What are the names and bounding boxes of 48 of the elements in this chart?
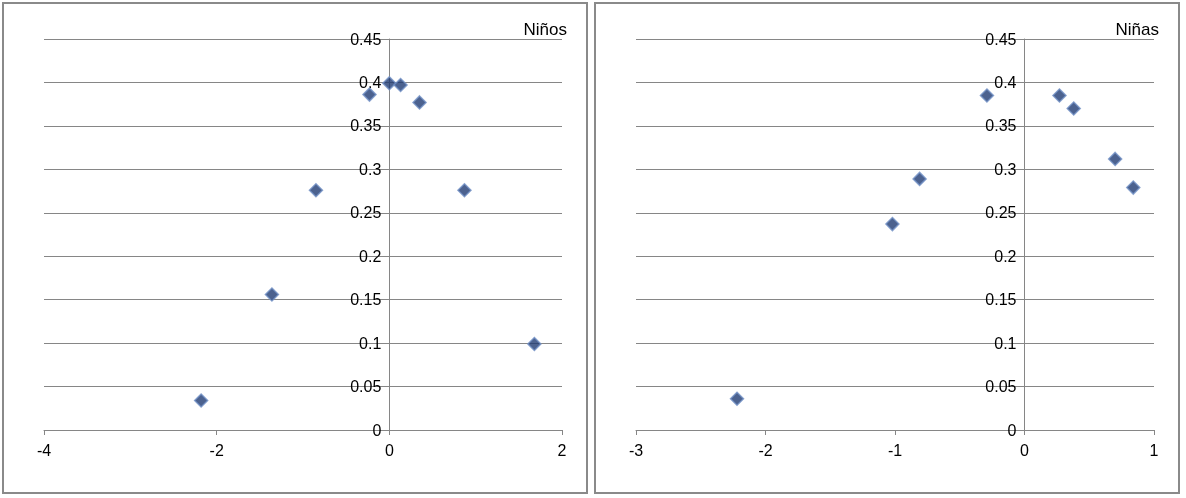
y-tick-label: 0.25 bbox=[985, 204, 1017, 222]
y-tick-label: 0.25 bbox=[350, 204, 382, 222]
x-tick-label: 0 bbox=[384, 441, 394, 459]
y-tick-label: 0.15 bbox=[350, 291, 382, 309]
point bbox=[382, 76, 397, 91]
x-tick-label: 2 bbox=[557, 441, 567, 459]
y-tick-label: 0 bbox=[1007, 421, 1017, 439]
point bbox=[1052, 88, 1067, 103]
y-tick-label: 0.2 bbox=[359, 247, 382, 265]
y-tick-label: 0.1 bbox=[994, 334, 1017, 352]
point bbox=[412, 95, 427, 110]
y-tick-label: 0.3 bbox=[994, 160, 1017, 178]
point bbox=[393, 77, 408, 93]
y-tick-label: 0.15 bbox=[985, 291, 1017, 309]
x-tick-label: -4 bbox=[36, 441, 52, 459]
y-tick-label: 0.45 bbox=[350, 30, 382, 48]
point bbox=[527, 336, 542, 352]
point bbox=[1066, 101, 1081, 116]
y-tick-label: 0.05 bbox=[985, 378, 1017, 396]
point bbox=[912, 171, 927, 187]
point bbox=[362, 87, 377, 102]
y-tick-label: 0.4 bbox=[994, 73, 1017, 91]
point bbox=[885, 216, 900, 232]
x-tick-label: 0 bbox=[1020, 441, 1030, 459]
point bbox=[264, 287, 280, 302]
point bbox=[308, 182, 324, 198]
point bbox=[979, 88, 995, 103]
y-tick-label: 0.45 bbox=[985, 30, 1017, 48]
chart-title: Niñas bbox=[1115, 20, 1160, 39]
point bbox=[1107, 151, 1123, 167]
point bbox=[729, 391, 745, 406]
x-tick-label: -2 bbox=[758, 441, 773, 459]
point bbox=[1126, 180, 1141, 195]
y-tick-label: 0.05 bbox=[350, 378, 382, 396]
y-tick-label: 0.1 bbox=[359, 334, 382, 352]
y-tick-label: 0.35 bbox=[350, 117, 382, 135]
point bbox=[193, 393, 209, 408]
y-tick-label: 0 bbox=[372, 421, 382, 439]
x-tick-label: -3 bbox=[628, 441, 644, 459]
y-tick-label: 0.4 bbox=[359, 73, 382, 91]
x-tick-label: -1 bbox=[887, 441, 903, 459]
x-tick-label: -2 bbox=[209, 441, 224, 459]
y-tick-label: 0.2 bbox=[994, 247, 1017, 265]
y-tick-label: 0.35 bbox=[985, 117, 1017, 135]
x-tick-label: 1 bbox=[1149, 441, 1159, 459]
y-tick-label: 0.3 bbox=[359, 160, 382, 178]
point bbox=[457, 182, 472, 198]
chart-title: Niños bbox=[523, 20, 568, 39]
